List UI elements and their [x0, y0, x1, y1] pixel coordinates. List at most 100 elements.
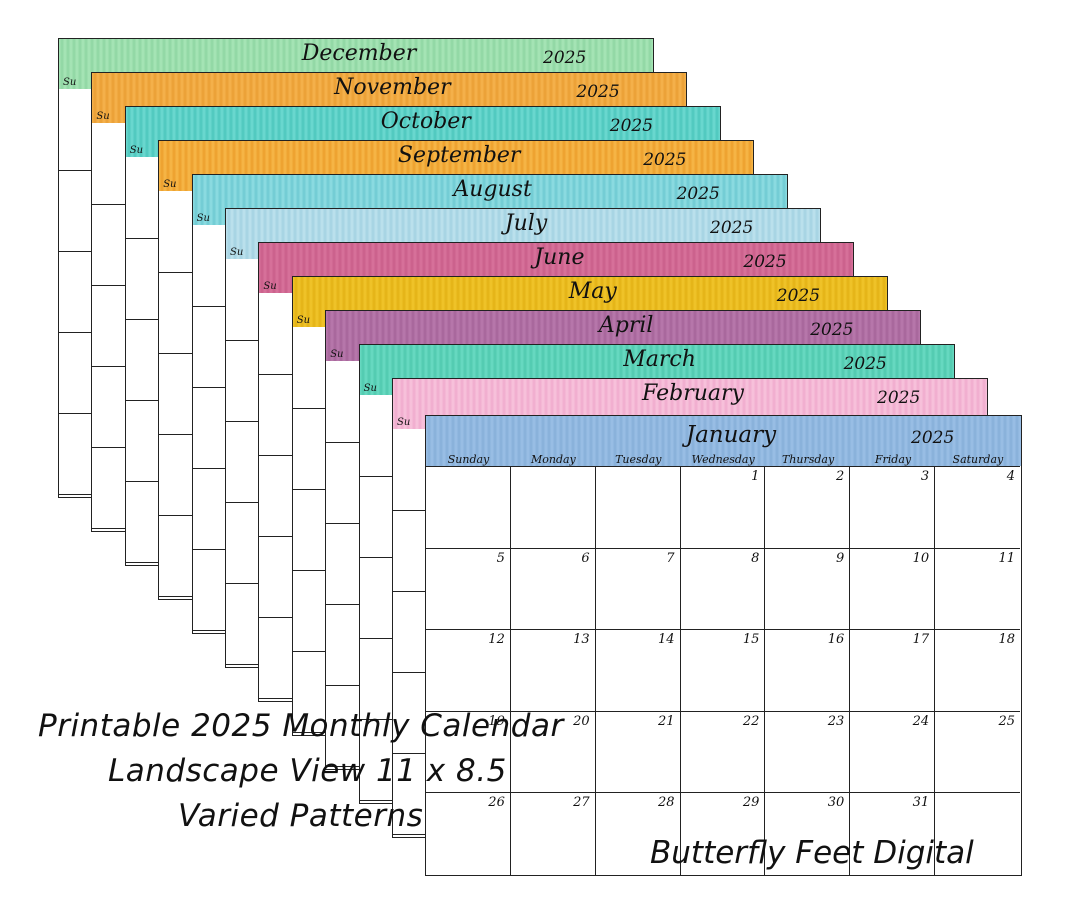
- day-cell: 20: [510, 711, 596, 794]
- day-number: 18: [998, 632, 1015, 648]
- row-divider: [92, 366, 127, 367]
- day-cell: [426, 467, 511, 549]
- caption-line-3: Varied Patterns: [178, 798, 424, 834]
- row-divider: [393, 591, 427, 592]
- row-divider: [59, 494, 93, 495]
- row-divider: [226, 502, 260, 503]
- day-cell: 17: [850, 630, 936, 712]
- day-cell: 19: [426, 711, 511, 794]
- row-divider: [92, 528, 127, 529]
- row-divider: [259, 536, 294, 537]
- row-divider: [192, 630, 227, 631]
- row-divider: [125, 238, 160, 239]
- weekday-label: Su: [330, 349, 344, 360]
- day-cell: 16: [765, 630, 851, 712]
- day-number: 4: [1006, 469, 1015, 484]
- row-divider: [259, 698, 294, 699]
- weekday-tuesday: Tuesday: [615, 453, 662, 466]
- brand-name: Butterfly Feet Digital: [650, 835, 974, 871]
- day-cell: 29: [681, 793, 766, 875]
- weekday-thursday: Thursday: [781, 453, 835, 466]
- weekday-sunday: Sunday: [447, 453, 490, 466]
- day-number: 22: [742, 713, 760, 729]
- row-divider: [326, 442, 361, 443]
- caption-line-2: Landscape View 11 x 8.5: [108, 753, 507, 789]
- row-divider: [192, 549, 227, 550]
- row-divider: [226, 664, 260, 665]
- month-year: 2025: [911, 428, 955, 448]
- row-divider: [226, 340, 260, 341]
- row-divider: [292, 732, 327, 733]
- row-divider: [292, 570, 327, 571]
- day-number: 26: [488, 795, 505, 811]
- weekday-label: Su: [230, 247, 244, 258]
- row-divider: [125, 400, 160, 401]
- weekday-friday: Friday: [874, 453, 912, 466]
- month-name: December: [301, 41, 417, 66]
- day-cell: 28: [596, 793, 681, 875]
- row-divider: [292, 651, 327, 652]
- day-cell: 3: [850, 467, 936, 549]
- weekday-wednesday: Wednesday: [691, 453, 755, 466]
- row-divider: [292, 489, 327, 490]
- day-cell: 12: [426, 630, 511, 712]
- month-name: January: [685, 422, 777, 448]
- row-divider: [226, 583, 260, 584]
- day-cell: 6: [510, 548, 596, 631]
- day-number: 11: [998, 550, 1015, 566]
- day-number: 29: [742, 795, 760, 811]
- day-cell: 23: [765, 711, 851, 794]
- day-cell: 11: [935, 549, 1020, 631]
- row-divider: [159, 596, 194, 597]
- row-divider: [326, 523, 361, 524]
- day-cell: 9: [765, 548, 851, 631]
- row-divider: [393, 753, 427, 754]
- month-name: May: [568, 279, 617, 304]
- weekday-saturday: Saturday: [952, 453, 1004, 466]
- day-number: 12: [488, 632, 505, 648]
- day-cell: 21: [595, 711, 681, 794]
- month-name: March: [623, 347, 696, 372]
- month-year: 2025: [576, 82, 620, 102]
- month-year: 2025: [810, 320, 854, 340]
- month-year: 2025: [543, 48, 587, 68]
- day-cell: 24: [850, 711, 936, 794]
- month-name: April: [598, 313, 654, 338]
- row-divider: [92, 204, 127, 205]
- row-divider: [59, 332, 93, 333]
- day-number: 20: [573, 713, 590, 729]
- row-divider: [159, 353, 194, 354]
- day-cell: 8: [680, 548, 766, 631]
- january-sheet: January 2025 Sunday Monday Tuesday Wednesda…: [425, 415, 1022, 876]
- day-number: 10: [912, 550, 930, 566]
- day-number: 9: [836, 550, 845, 566]
- month-year: 2025: [643, 150, 687, 170]
- row-divider: [226, 421, 260, 422]
- day-cell: 18: [935, 630, 1020, 712]
- month-name: November: [334, 75, 451, 100]
- day-number: 5: [496, 550, 505, 566]
- month-name: June: [534, 245, 585, 270]
- row-divider: [259, 374, 294, 375]
- row-divider: [192, 306, 227, 307]
- month-year: 2025: [743, 252, 787, 272]
- day-number: 14: [658, 632, 675, 648]
- day-number: 15: [742, 632, 760, 648]
- month-year: 2025: [609, 116, 654, 136]
- weekday-label: Su: [263, 281, 277, 292]
- day-cell: 26: [426, 793, 511, 875]
- day-cell: 31: [850, 793, 936, 875]
- row-divider: [192, 387, 227, 388]
- day-cell: 1: [680, 467, 766, 549]
- day-cell: 13: [510, 630, 596, 712]
- day-number: 6: [581, 550, 590, 566]
- day-number: 1: [751, 469, 760, 484]
- month-year: 2025: [710, 218, 754, 238]
- day-cell: 14: [595, 630, 681, 712]
- day-number: 27: [573, 795, 590, 811]
- row-divider: [125, 319, 160, 320]
- day-number: 2: [836, 469, 845, 484]
- day-cell: 2: [765, 467, 851, 549]
- row-divider: [92, 285, 127, 286]
- weekday-label: Su: [96, 111, 110, 122]
